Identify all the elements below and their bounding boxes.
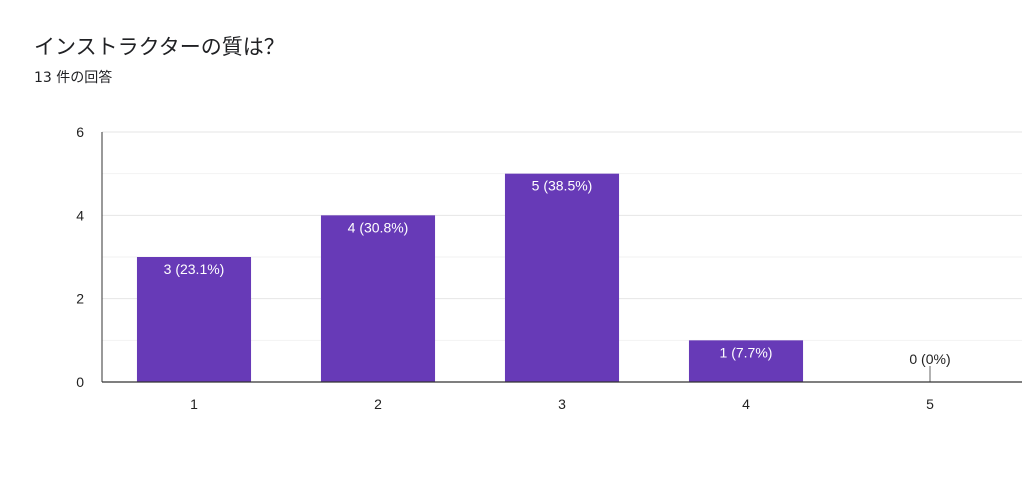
bar: [688, 340, 804, 382]
bar-data-label: 4 (30.8%): [348, 219, 409, 235]
bar: [504, 173, 620, 382]
bar-data-label: 5 (38.5%): [532, 178, 593, 194]
bars: [136, 173, 931, 382]
y-tick-label: 2: [76, 291, 84, 307]
labels: 0 2 4 6 3 (23.1%) 1 4 (30.8%) 2 5 (38.5%) 3 1 (7.7…: [76, 124, 950, 412]
bar: [136, 257, 252, 382]
bar-data-label: 0 (0%): [909, 351, 950, 367]
bar: [320, 215, 436, 382]
x-tick-label: 1: [190, 396, 198, 412]
x-tick-label: 3: [558, 396, 566, 412]
x-tick-label: 2: [374, 396, 382, 412]
y-tick-label: 4: [76, 207, 84, 223]
x-tick-label: 4: [742, 396, 750, 412]
y-tick-label: 6: [76, 124, 84, 140]
axes: [101, 132, 1022, 383]
response-count: 13 件の回答: [34, 70, 113, 86]
chart-title: インストラクターの質は？: [34, 35, 285, 59]
bar-data-label: 1 (7.7%): [720, 344, 773, 360]
y-tick-label: 0: [76, 374, 84, 390]
x-tick-label: 5: [926, 396, 934, 412]
bar-data-label: 3 (23.1%): [164, 261, 225, 277]
